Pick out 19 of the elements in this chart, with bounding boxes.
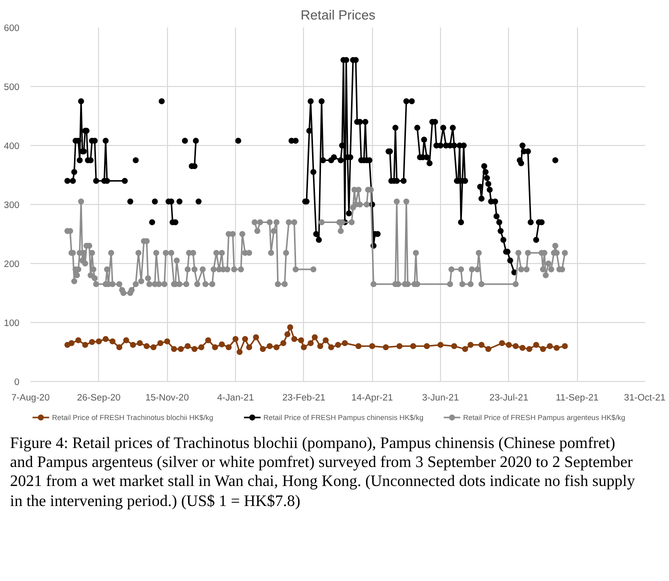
y-tick-label: 200 bbox=[4, 259, 20, 269]
y-tick-label: 100 bbox=[4, 318, 20, 328]
x-tick-label: 4-Jan-21 bbox=[217, 392, 254, 402]
x-tick-label: 11-Sep-21 bbox=[556, 392, 599, 402]
x-tick-label: 7-Aug-20 bbox=[11, 392, 50, 402]
caption: Figure 4: Retail prices of Trachinotus blochii (pompano), Pampus chinensis (Chinese pomfret) and Pampus argenteus (silver or white pomfret) surveyed from 3 September 2020 to 2 September 2021 from a wet market stall in Wan chai, Hong Kong. (Unconnected dots indicate no fish supply in the intervening period.) (US$ 1 = HK$7.8) bbox=[10, 434, 636, 511]
x-tick-label: 3-Jun-21 bbox=[422, 392, 459, 402]
y-tick-label: 300 bbox=[4, 200, 20, 210]
y-tick-label: 0 bbox=[14, 377, 20, 387]
x-tick-label: 23-Feb-21 bbox=[282, 392, 326, 402]
y-tick-label: 600 bbox=[4, 23, 20, 33]
x-tick-label: 15-Nov-20 bbox=[145, 392, 189, 402]
x-tick-label: 31-Oct-21 bbox=[624, 392, 666, 402]
chart-title: Retail Prices bbox=[300, 8, 376, 22]
x-tick-label: 14-Apr-21 bbox=[351, 392, 393, 402]
x-tick-label: 26-Sep-20 bbox=[77, 392, 121, 402]
x-tick-label: 23-Jul-21 bbox=[489, 392, 528, 402]
y-tick-label: 400 bbox=[4, 141, 20, 151]
y-tick-label: 500 bbox=[4, 82, 20, 92]
